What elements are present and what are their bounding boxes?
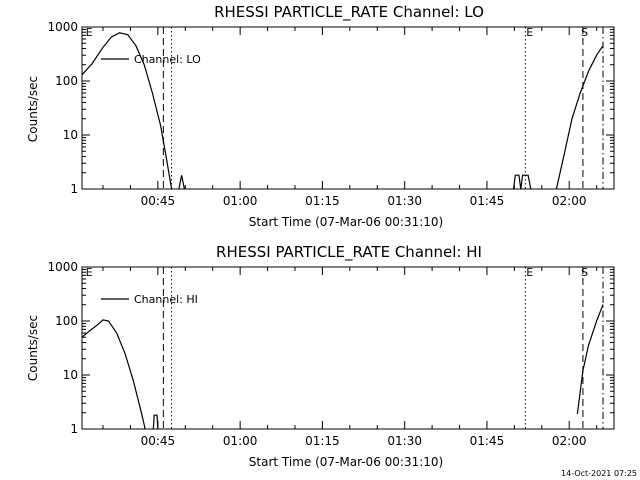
y-tick-label: 1000 — [47, 20, 78, 34]
event-marker: E — [86, 266, 93, 279]
series-line — [576, 304, 604, 414]
plot-frame — [81, 266, 615, 430]
y-tick-label: 100 — [55, 314, 78, 328]
series-line — [152, 414, 159, 430]
legend-entry: Channel: LO — [134, 53, 201, 66]
series-line — [81, 32, 173, 190]
event-marker: S — [581, 26, 588, 39]
series-line — [178, 175, 185, 190]
chart-panel-lo: RHESSI PARTICLE_RATE Channel: LO Counts/… — [26, 3, 615, 229]
y-axis-label: Counts/sec — [26, 315, 40, 381]
footer-timestamp: 14-Oct-2021 07:25 — [561, 469, 637, 478]
x-tick-label: 01:30 — [387, 434, 422, 448]
y-tick-label: 100 — [55, 74, 78, 88]
x-tick-label: 02:00 — [552, 194, 587, 208]
x-tick-label: 00:45 — [141, 194, 176, 208]
y-tick-label: 1000 — [47, 260, 78, 274]
x-tick-label: 01:00 — [223, 434, 258, 448]
y-tick-label: 1 — [70, 182, 78, 196]
event-marker: E — [526, 26, 533, 39]
legend-entry: Channel: HI — [134, 293, 198, 306]
x-axis-label: Start Time (07-Mar-06 00:31:10) — [249, 215, 443, 229]
plot-frame — [81, 26, 615, 190]
event-marker: S — [581, 266, 588, 279]
x-axis-label: Start Time (07-Mar-06 00:31:10) — [249, 455, 443, 469]
x-tick-label: 01:45 — [470, 194, 505, 208]
y-axis-label: Counts/sec — [26, 76, 40, 142]
x-tick-label: 00:45 — [141, 434, 176, 448]
series-line — [81, 319, 146, 430]
event-marker: E — [526, 266, 533, 279]
y-tick-label: 10 — [63, 128, 78, 142]
y-tick-label: 10 — [63, 368, 78, 382]
chart-title: RHESSI PARTICLE_RATE Channel: HI — [216, 243, 482, 262]
series-line — [555, 45, 604, 190]
chart-panel-hi: RHESSI PARTICLE_RATE Channel: HI Counts/… — [26, 243, 615, 469]
event-marker: E — [86, 26, 93, 39]
y-tick-label: 1 — [70, 422, 78, 436]
x-tick-label: 01:15 — [305, 434, 340, 448]
x-tick-label: 01:00 — [223, 194, 258, 208]
x-tick-label: 01:30 — [387, 194, 422, 208]
x-tick-label: 01:45 — [470, 434, 505, 448]
x-tick-label: 01:15 — [305, 194, 340, 208]
series-line — [512, 174, 532, 190]
x-tick-label: 02:00 — [552, 434, 587, 448]
chart-title: RHESSI PARTICLE_RATE Channel: LO — [214, 3, 484, 22]
